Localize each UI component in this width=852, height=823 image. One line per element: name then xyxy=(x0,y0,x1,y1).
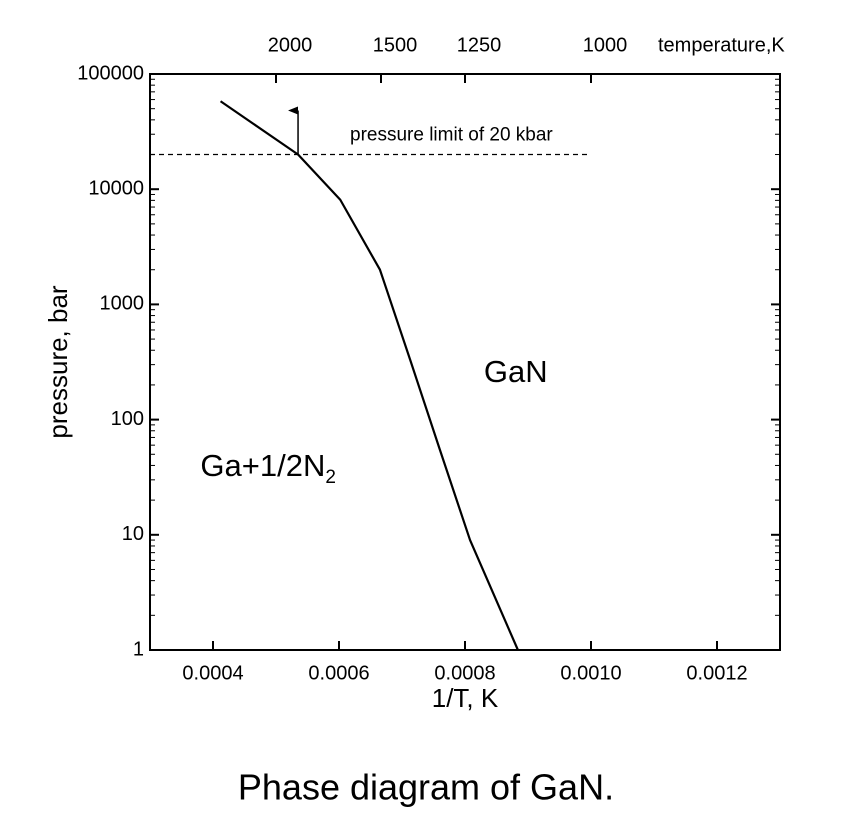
region-label-text: GaN xyxy=(484,354,548,389)
x2-tick-label: 1000 xyxy=(583,34,628,56)
region-label-subscript: 2 xyxy=(325,467,336,488)
y-axis-label: pressure, bar xyxy=(43,285,73,439)
y-tick-label: 1000 xyxy=(100,293,145,315)
y-tick-label: 10 xyxy=(122,523,144,545)
x2-tick-label: 1500 xyxy=(373,34,418,56)
x-tick-label: 0.0004 xyxy=(182,662,243,684)
x2-axis-label: temperature,K xyxy=(658,34,785,56)
x-tick-label: 0.0010 xyxy=(560,662,621,684)
region-label-text: Ga+1/2N xyxy=(200,448,325,483)
caption: Phase diagram of GaN. xyxy=(238,767,614,808)
region-label: GaN xyxy=(484,354,548,389)
x-tick-label: 0.0008 xyxy=(434,662,495,684)
plot-frame xyxy=(149,73,781,651)
region-label: Ga+1/2N2 xyxy=(200,448,336,488)
x2-tick-label: 1250 xyxy=(457,34,502,56)
limit-label: pressure limit of 20 kbar xyxy=(350,125,553,146)
x-axis-label: 1/T, K xyxy=(432,683,499,713)
y-tick-label: 1 xyxy=(133,638,144,660)
phase-boundary xyxy=(219,100,519,651)
y-tick-label: 100 xyxy=(111,408,144,430)
y-tick-label: 100000 xyxy=(77,62,144,84)
x-tick-label: 0.0006 xyxy=(308,662,369,684)
x2-tick-label: 2000 xyxy=(268,34,313,56)
y-tick-label: 10000 xyxy=(88,177,144,199)
x-tick-label: 0.0012 xyxy=(686,662,747,684)
